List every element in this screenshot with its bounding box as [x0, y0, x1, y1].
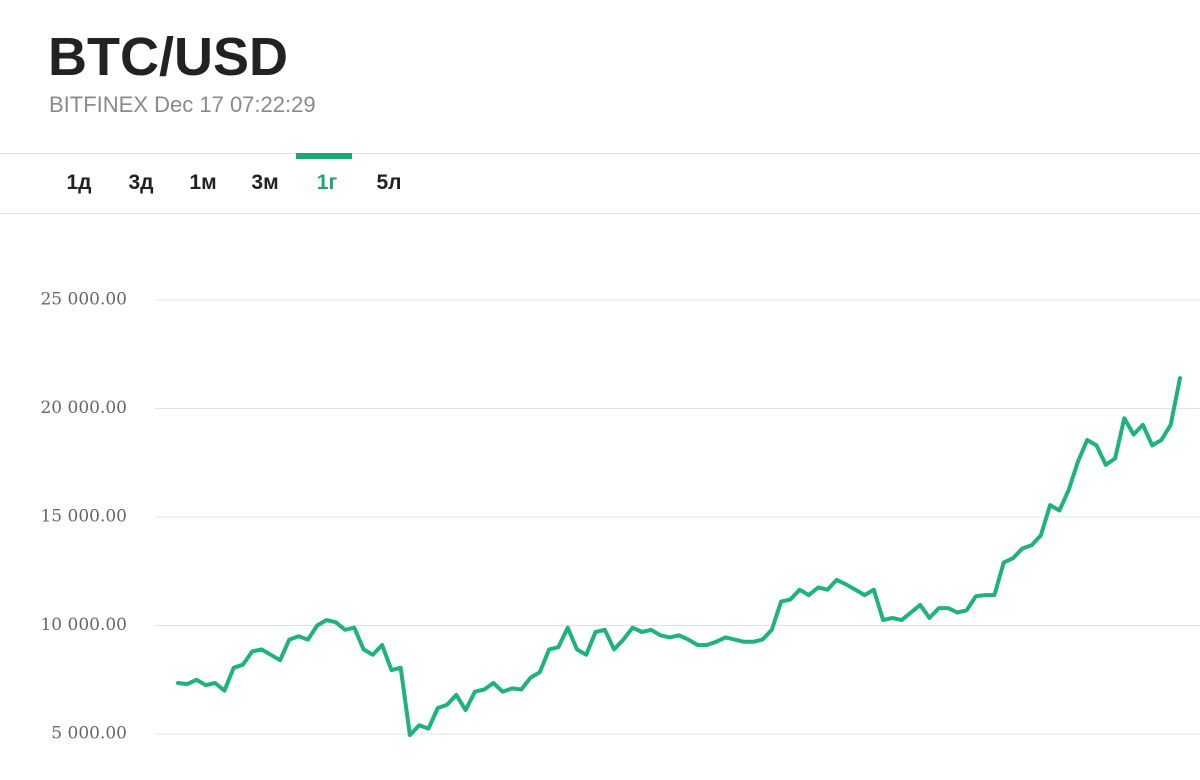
range-tab[interactable]: 3м	[251, 171, 279, 194]
range-tab[interactable]: 1г	[296, 153, 358, 213]
y-tick-label: 5 000.00	[51, 724, 127, 744]
y-tick-label: 10 000.00	[40, 615, 127, 635]
divider	[0, 153, 1200, 154]
range-tabs: 1д 3д 1м 3м 1г 5л	[48, 153, 420, 213]
range-tab[interactable]: 1д	[66, 171, 92, 194]
price-line	[176, 376, 1182, 738]
pair-title: BTC/USD	[48, 27, 288, 87]
y-tick-label: 20 000.00	[40, 398, 127, 418]
y-tick-label: 25 000.00	[40, 290, 127, 310]
divider	[0, 213, 1200, 214]
y-tick-label: 15 000.00	[40, 507, 127, 527]
range-tab[interactable]: 5л	[376, 171, 402, 194]
exchange-timestamp: BITFINEX Dec 17 07:22:29	[49, 92, 316, 117]
range-tab[interactable]: 1м	[189, 171, 217, 194]
range-tab[interactable]: 3д	[128, 171, 154, 194]
